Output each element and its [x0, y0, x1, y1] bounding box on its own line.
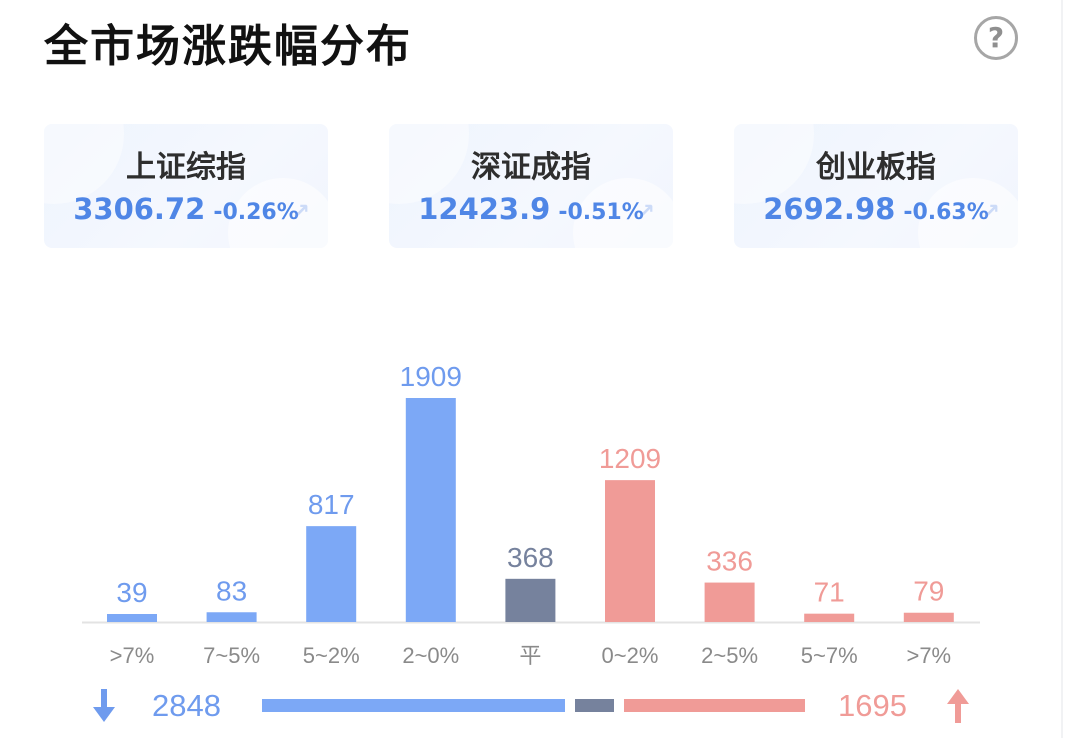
bar-4[interactable] [505, 578, 556, 622]
bar-5[interactable] [605, 480, 655, 622]
x-tick-label: 5~2% [303, 643, 360, 668]
data-label: 1909 [400, 361, 462, 392]
index-card-sz[interactable]: 深证成指 12423.9 -0.51% ↗ [389, 124, 673, 248]
x-tick-label: 2~5% [701, 643, 758, 668]
data-label: 336 [706, 546, 753, 577]
index-cards: 上证综指 3306.72 -0.26% ↗ 深证成指 12423.9 -0.51% … [44, 124, 1018, 248]
divider [1061, 0, 1063, 738]
bar-1[interactable] [206, 612, 257, 622]
bar-3[interactable] [405, 398, 456, 622]
bar-8[interactable] [903, 612, 954, 622]
x-tick-label: 7~5% [203, 643, 260, 668]
data-label: 39 [116, 577, 147, 608]
help-circle-icon[interactable]: ? [974, 16, 1018, 60]
x-tick-label: >7% [906, 643, 951, 668]
up-count: 1695 [838, 688, 907, 723]
bar-6[interactable] [704, 582, 755, 622]
data-label: 83 [216, 575, 247, 606]
bar-7[interactable] [804, 613, 855, 622]
index-name: 创业板指 [816, 150, 936, 185]
index-name: 上证综指 [126, 150, 246, 185]
data-label: 1209 [599, 443, 661, 474]
index-change: -0.63% [903, 200, 989, 225]
bar-2[interactable] [306, 526, 357, 622]
trend-watermark-icon: ↗ [291, 200, 310, 225]
x-tick-label: 0~2% [602, 643, 659, 668]
distribution-bar-chart: 39 >7% 83 7~5% 817 5~2% 1909 2~0% 368 平 1209 0~2% 33… [82, 361, 980, 668]
index-card-sh[interactable]: 上证综指 3306.72 -0.26% ↗ [44, 124, 328, 248]
down-ratio-bar [262, 699, 566, 712]
index-card-cyb[interactable]: 创业板指 2692.98 -0.63% ↗ [734, 124, 1018, 248]
data-label: 79 [913, 576, 944, 607]
bar-0[interactable] [107, 614, 157, 622]
index-change: -0.26% [213, 200, 299, 225]
page-title: 全市场涨跌幅分布 [44, 21, 412, 72]
flat-ratio-bar [575, 699, 615, 712]
x-tick-label: >7% [110, 643, 155, 668]
data-label: 817 [308, 489, 355, 520]
index-values: 3306.72 -0.26% [44, 192, 328, 226]
index-value: 3306.72 [73, 192, 206, 226]
x-tick-label: 5~7% [801, 643, 858, 668]
down-count: 2848 [152, 688, 221, 723]
summary-bar: 2848 1695 [0, 680, 1065, 730]
index-name: 深证成指 [471, 150, 591, 185]
arrow-down-icon [93, 689, 115, 722]
arrow-up-icon [947, 689, 969, 723]
x-tick-label: 2~0% [402, 643, 459, 668]
index-change: -0.51% [558, 200, 644, 225]
data-label: 71 [814, 577, 845, 608]
data-label: 368 [507, 542, 554, 573]
index-value: 2692.98 [763, 192, 896, 226]
x-tick-label: 平 [519, 643, 541, 668]
index-values: 2692.98 -0.63% [734, 192, 1018, 226]
index-value: 12423.9 [418, 192, 551, 226]
trend-watermark-icon: ↗ [636, 200, 655, 225]
up-ratio-bar [624, 699, 805, 712]
trend-watermark-icon: ↗ [981, 200, 1000, 225]
index-values: 12423.9 -0.51% [389, 192, 673, 226]
